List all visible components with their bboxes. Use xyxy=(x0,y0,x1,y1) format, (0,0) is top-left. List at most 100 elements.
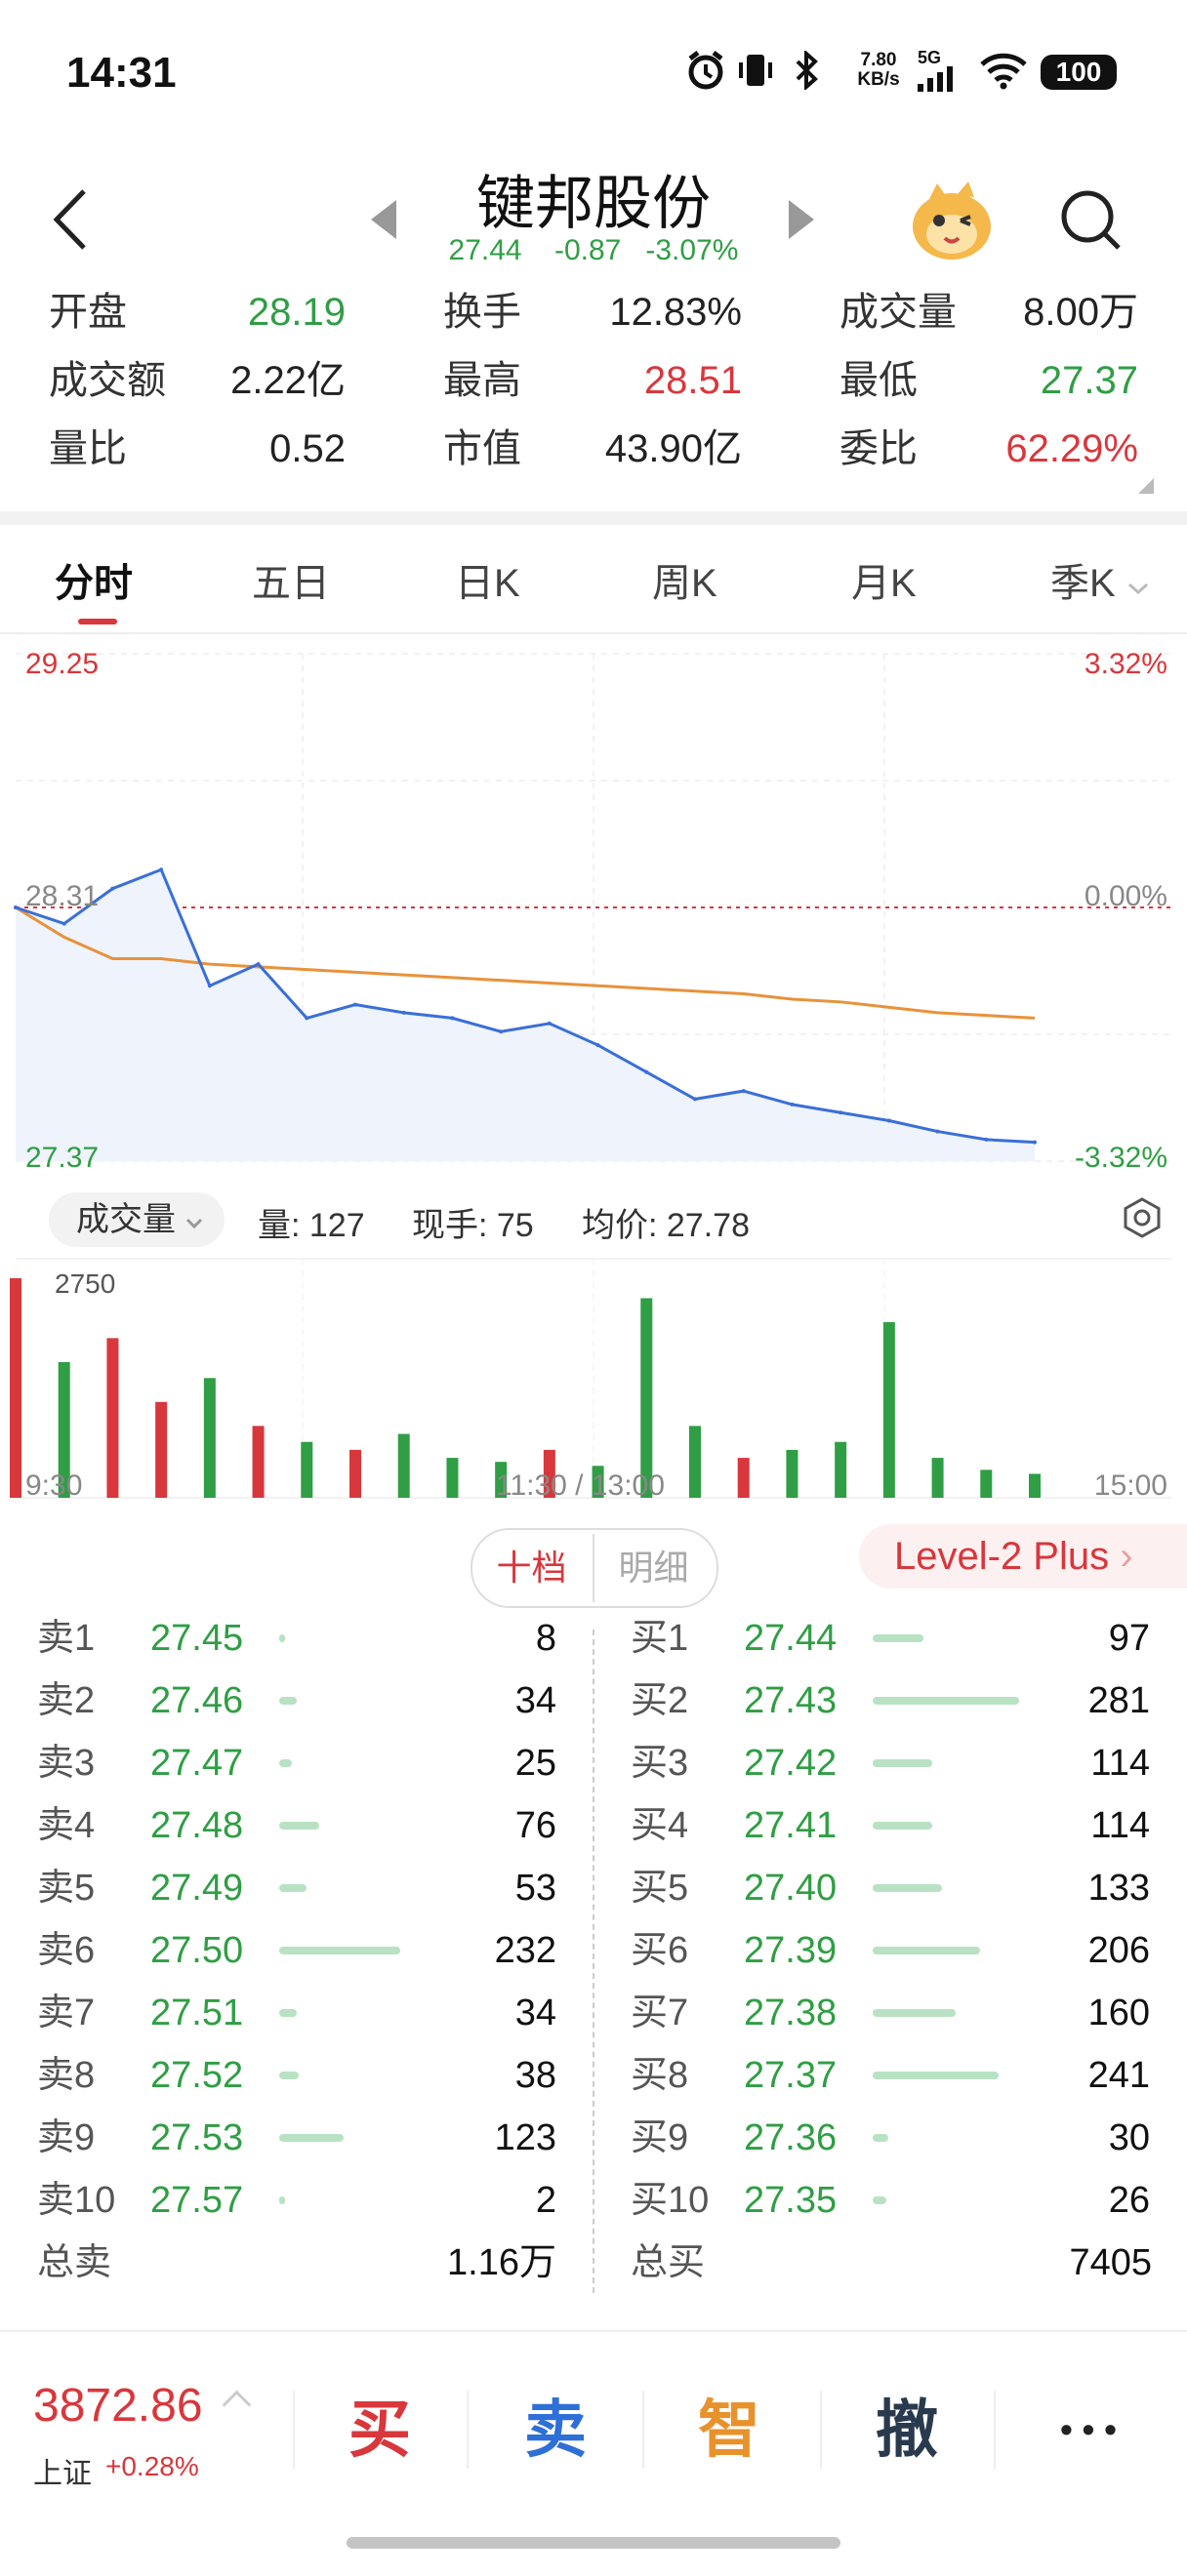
more-button[interactable]: • • • xyxy=(1060,2409,1117,2449)
chevron-up-icon[interactable] xyxy=(222,2390,252,2420)
sell-level-label: 卖4 xyxy=(37,1805,96,1846)
buy-level-price: 27.44 xyxy=(744,1618,838,1659)
tab-quarterly-k-label: 季K xyxy=(1050,562,1116,605)
sell-level-qty: 38 xyxy=(514,2055,556,2096)
tab-intraday[interactable]: 分时 xyxy=(55,562,133,605)
wifi-icon xyxy=(976,49,1031,92)
tab-monthly-k[interactable]: 月K xyxy=(851,562,917,605)
volume-bars xyxy=(10,1278,1041,1498)
stat-value-amount: 2.22亿 xyxy=(230,359,346,402)
intraday-chart[interactable] xyxy=(0,634,1187,1522)
prev-stock-icon[interactable] xyxy=(371,200,396,239)
stat-value-high: 28.51 xyxy=(643,359,742,402)
sell-level-qty: 53 xyxy=(514,1868,556,1909)
divider xyxy=(293,2391,295,2469)
total-sell-label: 总卖 xyxy=(37,2242,112,2283)
index-value[interactable]: 3872.86 xyxy=(33,2380,203,2432)
price-line xyxy=(15,867,1036,1145)
home-indicator[interactable] xyxy=(347,2537,840,2549)
stat-label-turnover: 换手 xyxy=(443,291,521,334)
price-point xyxy=(741,1089,746,1094)
buy-level-price: 27.36 xyxy=(744,2117,838,2158)
orderbook-tab-group xyxy=(471,1528,718,1608)
orderbook-divider xyxy=(593,1630,594,2293)
price-point xyxy=(644,1069,649,1074)
volume-bar xyxy=(203,1378,216,1498)
volume-bar xyxy=(640,1298,653,1498)
divider xyxy=(820,2391,822,2469)
sell-level-price: 27.49 xyxy=(150,1868,244,1909)
tab-five-day[interactable]: 五日 xyxy=(252,562,330,605)
buy-button[interactable]: 买 xyxy=(348,2395,411,2465)
settings-icon[interactable] xyxy=(1121,1196,1164,1239)
buy-level-bar xyxy=(873,1759,932,1767)
vibrate-icon xyxy=(738,49,773,92)
volume-bar xyxy=(786,1449,798,1498)
tab-quarterly-k[interactable]: 季K xyxy=(1050,551,1150,608)
sell-level-price: 27.52 xyxy=(150,2055,244,2096)
bluetooth-icon xyxy=(789,49,824,92)
tab-weekly-k[interactable]: 周K xyxy=(652,562,717,605)
buy-level-qty: 26 xyxy=(1108,2180,1150,2221)
sell-level-bar xyxy=(279,2134,344,2142)
volume-bar xyxy=(882,1322,895,1498)
battery-level: 100 xyxy=(1055,57,1102,87)
axis-mid-pct: 0.00% xyxy=(1084,880,1167,912)
tab-ten-level[interactable]: 十档 xyxy=(496,1548,567,1588)
buy-level-price: 27.42 xyxy=(744,1743,838,1784)
price-summary: 27.44 -0.87 -3.07% xyxy=(293,234,894,267)
axis-top-pct: 3.32% xyxy=(1084,648,1167,680)
buy-level-qty: 114 xyxy=(1090,1743,1150,1784)
price-change: -0.87 xyxy=(553,234,622,266)
price-area-fill xyxy=(16,869,1035,1161)
active-tab-indicator xyxy=(78,619,117,624)
buy-level-qty: 114 xyxy=(1090,1805,1150,1846)
price-point xyxy=(1033,1140,1037,1145)
signal-icon: 5G xyxy=(918,49,957,92)
stat-value-volratio: 0.52 xyxy=(269,427,346,470)
volume-bar xyxy=(543,1449,555,1498)
buy-level-qty: 241 xyxy=(1087,2055,1150,2096)
sell-level-bar xyxy=(279,1634,285,1642)
level2-plus-button[interactable]: Level-2 Plus › xyxy=(859,1524,1187,1589)
axis-low-price: 27.37 xyxy=(25,1142,100,1174)
volume-selector[interactable]: 成交量 xyxy=(49,1192,225,1247)
volume-selector-label: 成交量 xyxy=(76,1201,176,1238)
buy-level-label: 买4 xyxy=(631,1805,689,1846)
sell-level-price: 27.57 xyxy=(150,2180,244,2221)
buy-level-label: 买9 xyxy=(631,2117,689,2158)
net-speed-value: 7.80 xyxy=(860,50,897,70)
volume-bar xyxy=(10,1278,21,1498)
cancel-order-button[interactable]: 撤 xyxy=(876,2395,938,2465)
price-point xyxy=(693,1097,697,1102)
price-point xyxy=(935,1129,940,1134)
sell-button[interactable]: 卖 xyxy=(524,2395,587,2465)
time-mid: 11:30 / 13:00 xyxy=(496,1469,665,1502)
sell-level-price: 27.53 xyxy=(150,2117,244,2158)
buy-level-price: 27.37 xyxy=(744,2055,838,2096)
current-price: 27.44 xyxy=(448,234,522,266)
price-point xyxy=(984,1137,989,1142)
price-point xyxy=(839,1110,843,1115)
buy-level-price: 27.39 xyxy=(744,1930,838,1971)
stat-label-low: 最低 xyxy=(839,359,918,402)
mascot-icon[interactable] xyxy=(908,176,996,263)
tab-detail[interactable]: 明细 xyxy=(618,1548,689,1588)
current-hand-label: 现手: 75 xyxy=(412,1207,534,1244)
back-icon[interactable] xyxy=(47,185,96,254)
buy-level-label: 买8 xyxy=(631,2055,689,2096)
sell-level-bar xyxy=(279,1759,293,1767)
search-icon[interactable] xyxy=(1056,185,1125,254)
total-buy-label: 总买 xyxy=(631,2242,706,2283)
next-stock-icon[interactable] xyxy=(789,200,814,239)
smart-button[interactable]: 智 xyxy=(698,2395,760,2465)
stat-label-volratio: 量比 xyxy=(49,427,127,470)
sell-level-label: 卖7 xyxy=(37,1992,96,2033)
volume-bar xyxy=(397,1433,410,1498)
expand-corner-icon[interactable] xyxy=(1138,478,1154,494)
buy-level-bar xyxy=(873,2196,886,2204)
sell-level-bar xyxy=(279,1697,298,1705)
tab-daily-k[interactable]: 日K xyxy=(455,562,520,605)
buy-level-label: 买1 xyxy=(631,1618,689,1659)
buy-level-bar xyxy=(873,1947,980,1954)
